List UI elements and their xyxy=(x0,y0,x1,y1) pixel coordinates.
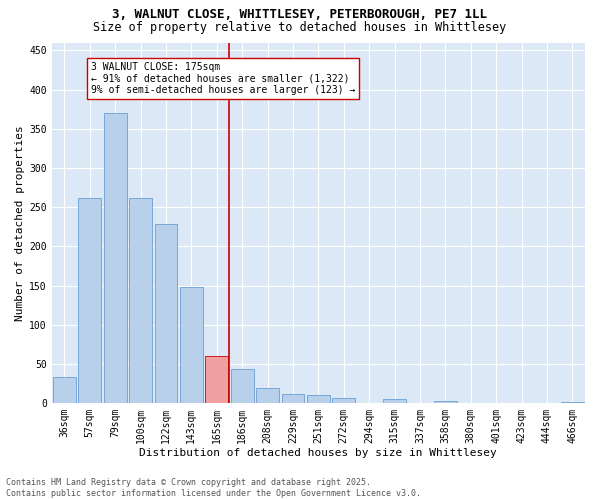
Text: Contains HM Land Registry data © Crown copyright and database right 2025.
Contai: Contains HM Land Registry data © Crown c… xyxy=(6,478,421,498)
X-axis label: Distribution of detached houses by size in Whittlesey: Distribution of detached houses by size … xyxy=(139,448,497,458)
Bar xyxy=(180,287,203,403)
Text: Size of property relative to detached houses in Whittlesey: Size of property relative to detached ho… xyxy=(94,21,506,34)
Bar xyxy=(231,368,254,403)
Bar xyxy=(561,402,584,403)
Bar xyxy=(281,394,304,403)
Bar xyxy=(53,378,76,403)
Bar xyxy=(205,356,228,403)
Text: 3 WALNUT CLOSE: 175sqm
← 91% of detached houses are smaller (1,322)
9% of semi-d: 3 WALNUT CLOSE: 175sqm ← 91% of detached… xyxy=(91,62,355,96)
Bar xyxy=(383,400,406,403)
Bar xyxy=(79,198,101,403)
Text: 3, WALNUT CLOSE, WHITTLESEY, PETERBOROUGH, PE7 1LL: 3, WALNUT CLOSE, WHITTLESEY, PETERBOROUG… xyxy=(113,8,487,20)
Y-axis label: Number of detached properties: Number of detached properties xyxy=(15,125,25,320)
Bar xyxy=(155,224,178,403)
Bar xyxy=(434,401,457,403)
Bar xyxy=(256,388,279,403)
Bar xyxy=(332,398,355,403)
Bar xyxy=(104,113,127,403)
Bar xyxy=(307,396,330,403)
Bar xyxy=(129,198,152,403)
